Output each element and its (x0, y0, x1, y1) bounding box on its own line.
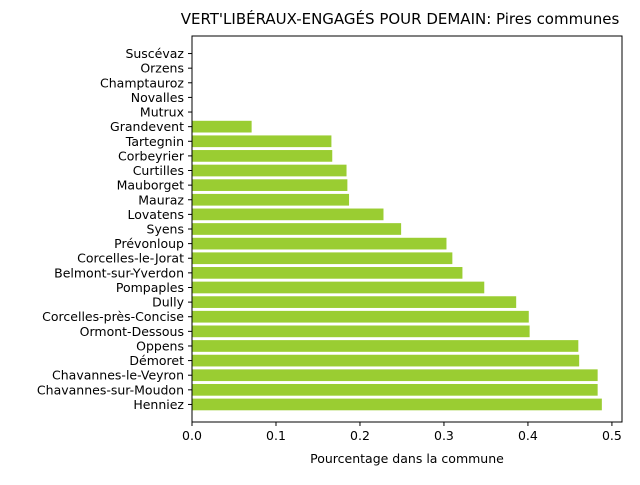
x-tick-label: 0.4 (518, 428, 538, 443)
bar (192, 164, 347, 177)
bar (192, 325, 530, 338)
y-tick-label: Corbeyrier (118, 148, 185, 163)
y-tick-label: Pompaples (116, 280, 184, 295)
bar (192, 223, 402, 235)
y-tick-label: Mutrux (140, 105, 184, 120)
y-tick-label: Belmont-sur-Yverdon (54, 265, 184, 280)
bars-layer (192, 120, 602, 411)
bar (192, 208, 384, 221)
bar (192, 135, 332, 148)
y-tick-label: Mauborget (117, 178, 184, 193)
y-tick-label: Corcelles-près-Concise (42, 309, 184, 324)
y-tick-label: Prévonloup (114, 236, 184, 251)
bar (192, 383, 598, 396)
y-axis-ticks: SuscévazOrzensChamptaurozNovallesMutruxG… (37, 46, 192, 412)
x-tick-label: 0.0 (182, 428, 202, 443)
bar (192, 193, 350, 206)
y-tick-label: Mauraz (138, 192, 184, 207)
x-tick-label: 0.2 (350, 428, 370, 443)
y-tick-label: Novalles (131, 90, 184, 105)
y-tick-label: Champtauroz (100, 75, 184, 90)
y-tick-label: Ormont-Dessous (80, 324, 184, 339)
y-tick-label: Chavannes-sur-Moudon (37, 382, 184, 397)
y-tick-label: Orzens (140, 61, 184, 76)
bar (192, 150, 333, 162)
bar (192, 267, 463, 279)
x-axis-label: Pourcentage dans la commune (310, 451, 504, 466)
bar (192, 252, 453, 265)
y-tick-label: Tartegnin (125, 134, 184, 149)
y-tick-label: Dully (152, 295, 184, 310)
y-tick-label: Curtilles (133, 163, 184, 178)
bar (192, 179, 348, 191)
y-tick-label: Syens (147, 222, 184, 237)
plot-frame (191, 35, 623, 423)
chart-title: VERT'LIBÉRAUX-ENGAGÉS POUR DEMAIN: Pires… (181, 9, 620, 28)
x-tick-label: 0.5 (602, 428, 622, 443)
y-tick-label: Lovatens (128, 207, 184, 222)
x-tick-label: 0.3 (434, 428, 454, 443)
y-tick-label: Oppens (136, 338, 184, 353)
y-tick-label: Suscévaz (125, 46, 184, 61)
y-tick-label: Chavannes-le-Veyron (52, 368, 184, 383)
y-tick-label: Démoret (129, 353, 184, 368)
x-tick-label: 0.1 (266, 428, 286, 443)
bar (192, 398, 602, 411)
bar (192, 120, 252, 133)
y-tick-label: Grandevent (110, 119, 184, 134)
bar (192, 296, 517, 308)
x-axis-ticks: 0.0 0.1 0.2 0.3 0.4 0.5 (182, 422, 622, 443)
bar (192, 369, 598, 382)
bar (192, 237, 447, 250)
y-tick-label: Corcelles-le-Jorat (77, 251, 184, 266)
y-tick-label: Henniez (133, 397, 184, 412)
bar (192, 354, 580, 367)
bar (192, 340, 579, 352)
bar (192, 310, 529, 323)
bar (192, 281, 485, 294)
